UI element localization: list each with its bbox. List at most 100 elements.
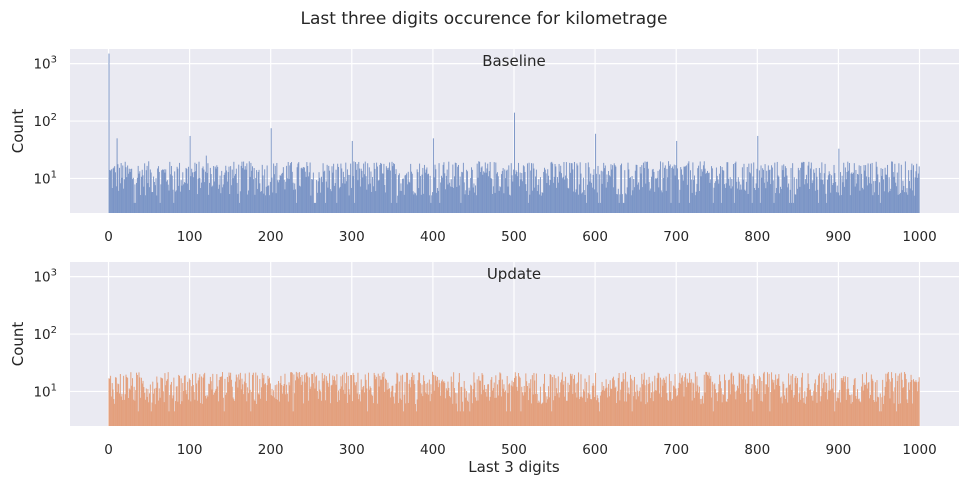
update-bar [159, 397, 161, 426]
update-bar [312, 383, 314, 426]
baseline-bar [347, 174, 349, 213]
update-bar [142, 380, 144, 426]
update-bar [523, 385, 525, 426]
update-bar [550, 374, 552, 426]
update-bar [418, 372, 420, 426]
update-bar [724, 380, 726, 426]
update-bar [149, 393, 151, 426]
baseline-bar [522, 181, 524, 213]
update-bar [566, 400, 568, 426]
baseline-bar [830, 192, 832, 213]
update-bar [290, 372, 292, 426]
baseline-bar [154, 185, 156, 213]
baseline-bar [325, 181, 327, 213]
baseline-bar [815, 168, 817, 213]
baseline-bar [118, 190, 120, 213]
update-bar [865, 384, 867, 426]
baseline-bar [413, 194, 415, 213]
update-bar [175, 401, 176, 426]
update-bar [343, 372, 345, 426]
baseline-bar [824, 163, 826, 213]
baseline-bar [192, 172, 193, 213]
update-bar [750, 399, 751, 426]
baseline-bar [181, 185, 183, 213]
baseline-bar [579, 162, 581, 213]
baseline-bar [331, 166, 333, 213]
baseline-bar [643, 168, 645, 213]
update-bar [591, 385, 593, 426]
baseline-bar [872, 195, 874, 213]
update-bar [698, 392, 700, 426]
update-bar [627, 393, 629, 426]
update-bar [266, 385, 268, 426]
baseline-y-axis-label: Count [9, 109, 27, 154]
update-bar [164, 373, 166, 426]
update-bar [146, 396, 148, 426]
baseline-bar [575, 189, 577, 213]
baseline-bar [132, 179, 133, 213]
baseline-bar [835, 192, 837, 213]
update-bar [449, 397, 451, 426]
baseline-bar [437, 190, 439, 213]
update-bar [283, 384, 285, 426]
baseline-bar [510, 163, 512, 213]
baseline-bar [883, 179, 884, 213]
update-bar [702, 395, 704, 426]
baseline-bar [711, 168, 713, 213]
update-bar [884, 386, 886, 426]
baseline-bar [585, 163, 587, 213]
baseline-bar [423, 164, 425, 213]
update-bar [713, 384, 715, 426]
baseline-bar [747, 193, 749, 213]
baseline-bar [612, 187, 614, 213]
update-bar [272, 396, 274, 426]
update-bar [604, 388, 606, 426]
update-bar [441, 381, 442, 426]
update-bar [493, 382, 495, 426]
update-bar [141, 383, 143, 426]
baseline-bar [825, 193, 827, 213]
baseline-bar [126, 177, 128, 213]
update-bar [490, 379, 492, 426]
baseline-bar [453, 176, 455, 213]
baseline-bar [849, 195, 851, 213]
baseline-bar [119, 183, 121, 213]
update-bar [625, 401, 627, 426]
baseline-bar [693, 180, 695, 213]
update-bar [371, 394, 373, 426]
baseline-bar [372, 177, 374, 213]
baseline-bar [391, 161, 393, 213]
update-bar [556, 388, 558, 426]
update-bar [333, 376, 335, 426]
baseline-bar [110, 169, 112, 213]
update-bar [870, 374, 872, 426]
update-bar [889, 398, 891, 426]
update-bar [507, 393, 509, 426]
update-bar [215, 388, 217, 426]
baseline-bar [546, 182, 548, 213]
baseline-bar [664, 167, 665, 213]
update-bar [230, 372, 232, 426]
baseline-bar [628, 169, 630, 213]
baseline-bar [593, 169, 595, 213]
baseline-bar [822, 184, 824, 213]
update-bar [372, 395, 374, 426]
update-bar [120, 396, 122, 426]
update-bar [119, 373, 121, 426]
update-bar [634, 391, 636, 426]
baseline-bar [819, 172, 821, 213]
baseline-bar [402, 178, 404, 213]
update-bar [216, 374, 218, 426]
baseline-bar [121, 177, 123, 213]
update-bar [208, 383, 210, 426]
update-bar [123, 375, 125, 426]
baseline-bar [717, 179, 719, 213]
update-bar [530, 379, 532, 426]
baseline-bar [169, 161, 171, 213]
update-bar [238, 374, 240, 426]
baseline-bar [409, 182, 411, 213]
baseline-bar [690, 179, 692, 213]
update-bar [537, 402, 539, 426]
baseline-bar [508, 165, 510, 213]
update-bar [838, 398, 840, 426]
